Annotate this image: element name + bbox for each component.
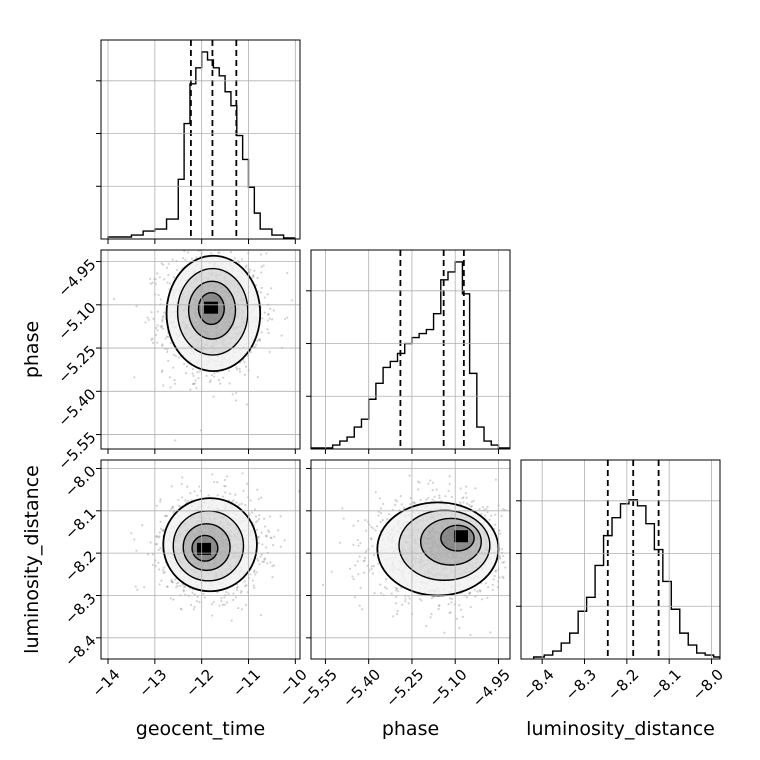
hist-bar: [196, 68, 202, 239]
hist-bar: [361, 419, 368, 449]
hist-bar: [202, 52, 208, 239]
hist-bar: [646, 524, 654, 659]
hist-bar: [376, 383, 383, 449]
hist-bar: [184, 124, 190, 239]
hist-bar: [553, 651, 561, 659]
hist-bar: [419, 334, 426, 449]
hist-bar: [383, 367, 390, 449]
hist-bar: [219, 76, 225, 239]
hist-bar: [254, 213, 260, 239]
hist-bar: [412, 338, 419, 449]
hist-bar: [178, 179, 184, 239]
joint-frame: [100, 459, 301, 660]
density-peak: [204, 301, 219, 314]
x-tick-label: −14: [88, 665, 123, 700]
hist-bar: [167, 219, 179, 239]
histogram-step: [533, 499, 720, 659]
x-tick-label: −5.25: [382, 665, 427, 710]
hist-bar: [390, 361, 397, 449]
joint-frame: [310, 459, 511, 660]
hist-bar: [671, 609, 679, 659]
histogram-step: [311, 261, 510, 449]
hist-bar: [248, 187, 254, 239]
y-tick-label: −8.2: [61, 547, 99, 585]
y-tick-label: −8.3: [61, 589, 99, 627]
hist-frame: [310, 249, 511, 450]
y-tick-label: −5.55: [54, 428, 99, 473]
density-peak: [197, 542, 212, 555]
x-tick-label: −8.1: [646, 665, 684, 703]
hist-bar: [434, 314, 441, 449]
x-tick-label: −8.4: [519, 665, 557, 703]
hist-bar: [260, 229, 272, 239]
y-axis-label: phase: [21, 321, 43, 378]
joint-frame: [100, 249, 301, 450]
hist-bar: [484, 441, 491, 449]
y-tick-label: −5.25: [54, 342, 99, 387]
y-tick-label: −5.40: [54, 385, 99, 430]
y-tick-label: −5.10: [54, 299, 99, 344]
x-tick-label: −12: [182, 665, 217, 700]
hist-bar: [561, 643, 569, 659]
joint-panel-geocent_time-phase: [96, 249, 301, 454]
y-tick-label: −4.95: [54, 255, 99, 300]
x-tick-label: −11: [229, 665, 264, 700]
hist-bar: [426, 330, 433, 449]
y-tick-label: −8.1: [61, 505, 99, 543]
x-axis-label: geocent_time: [136, 718, 265, 740]
hist-bar: [455, 262, 462, 449]
axis-labels: −14 −13 −12 −11 −10−5.55−5.40−5.25−5.10−4.95…: [21, 255, 727, 740]
x-tick-label: −5.40: [339, 665, 384, 710]
hist-bar: [688, 645, 696, 659]
x-tick-label: −5.10: [426, 665, 471, 710]
x-tick-label: −13: [135, 665, 170, 700]
y-axis-label: luminosity_distance: [21, 465, 43, 654]
hist-bar: [448, 272, 455, 449]
hist-bar: [155, 229, 167, 239]
x-axis-label: luminosity_distance: [526, 718, 715, 740]
hist-bar: [680, 633, 688, 659]
hist-bar: [570, 633, 578, 659]
joint-panel-phase-luminosity_distance: [306, 459, 511, 664]
density-peak: [453, 530, 468, 543]
hist-bar: [243, 159, 249, 239]
hist-frame: [100, 39, 301, 240]
hist-panel-geocent_time: [96, 39, 301, 244]
hist-bar: [477, 427, 484, 449]
hist-bar: [237, 136, 243, 239]
x-tick-label: −8.0: [689, 665, 727, 703]
hist-bar: [595, 565, 603, 659]
joint-panel-geocent_time-luminosity_distance: [96, 459, 301, 664]
hist-bar: [143, 231, 155, 239]
hist-panel-phase: [306, 249, 511, 454]
panels: [96, 39, 721, 664]
x-tick-label: −8.2: [604, 665, 642, 703]
hist-bar: [637, 506, 645, 659]
hist-bar: [354, 427, 361, 449]
hist-bar: [369, 399, 376, 449]
hist-bar: [612, 518, 620, 659]
x-tick-label: −8.3: [562, 665, 600, 703]
hist-bar: [697, 653, 705, 659]
hist-bar: [621, 504, 629, 659]
hist-bar: [347, 437, 354, 449]
hist-panel-luminosity_distance: [516, 459, 721, 664]
hist-bar: [213, 68, 219, 239]
y-tick-label: −8.4: [61, 632, 99, 670]
hist-bar: [340, 441, 347, 449]
hist-bar: [578, 611, 586, 659]
x-axis-label: phase: [382, 718, 439, 740]
hist-bar: [470, 373, 477, 449]
hist-frame: [520, 459, 721, 660]
hist-bar: [225, 92, 231, 239]
hist-bar: [663, 581, 671, 659]
x-tick-label: −4.95: [469, 665, 514, 710]
